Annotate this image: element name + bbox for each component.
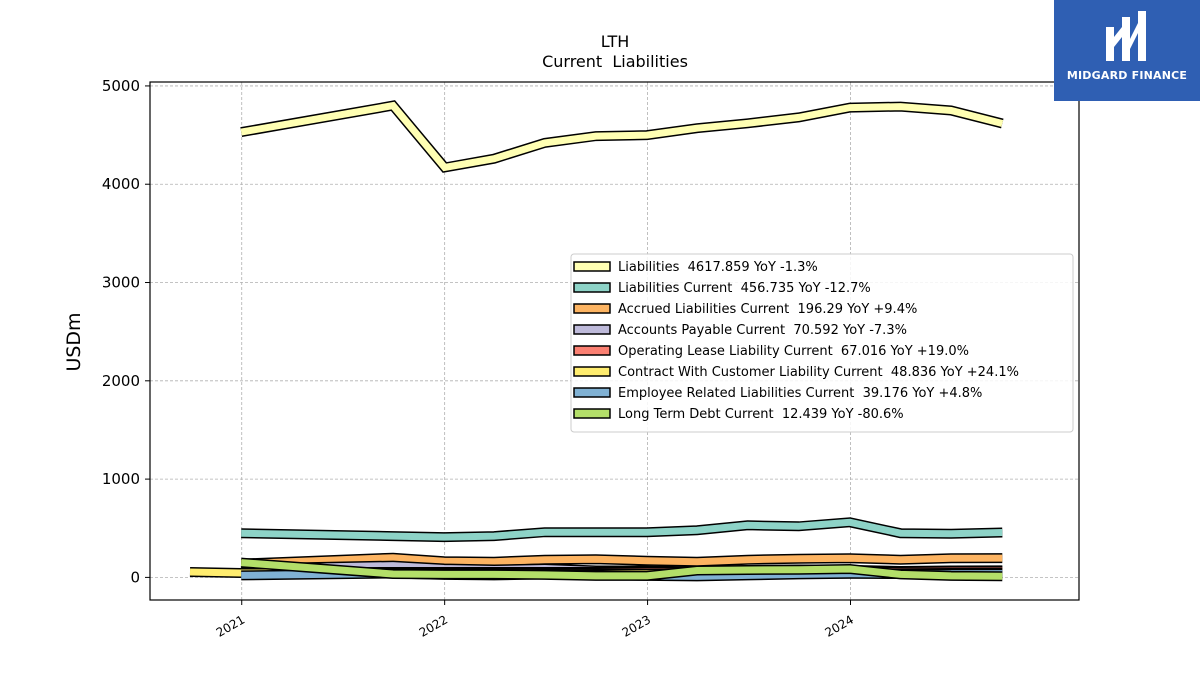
- legend-label-4: Operating Lease Liability Current 67.016…: [618, 344, 969, 359]
- y-tick-label-2: 2000: [102, 372, 140, 390]
- legend-swatch-4: [573, 345, 611, 356]
- legend-label-5: Contract With Customer Liability Current…: [618, 365, 1019, 380]
- legend-swatch-1: [573, 282, 611, 293]
- legend: Liabilities 4617.859 YoY -1.3% Liabilitie…: [570, 253, 1074, 433]
- series-line-2: [241, 554, 1003, 568]
- legend-swatch-5: [573, 366, 611, 377]
- y-tick-label-5: 5000: [102, 77, 140, 95]
- legend-box: [570, 253, 1074, 433]
- brand-logo: MIDGARD FINANCE: [1054, 0, 1200, 101]
- legend-label-3: Accounts Payable Current 70.592 YoY -7.3…: [618, 323, 907, 338]
- y-tick-label-3: 3000: [102, 274, 140, 292]
- legend-label-0: Liabilities 4617.859 YoY -1.3%: [618, 260, 818, 275]
- chart-subtitle: Current Liabilities: [542, 52, 688, 71]
- series-7: [240, 557, 1003, 582]
- y-tick-label-0: 0: [130, 568, 140, 586]
- legend-swatch-0: [573, 261, 611, 272]
- plot-frame: [149, 81, 1080, 601]
- legend-swatch-6: [573, 387, 611, 398]
- x-tick-label-3: 2024: [823, 612, 856, 639]
- x-tick-label-2: 2023: [620, 612, 653, 639]
- x-tick-label-1: 2022: [417, 612, 450, 639]
- series-line-0: [240, 101, 1004, 172]
- series-1: [241, 517, 1003, 543]
- y-tick-label-4: 4000: [102, 175, 140, 193]
- chart-title: LTH: [601, 32, 630, 51]
- series-layer: [189, 100, 1004, 582]
- series-line-7: [240, 559, 1003, 580]
- y-axis-label: USDm: [63, 312, 85, 371]
- legend-label-2: Accrued Liabilities Current 196.29 YoY +…: [618, 302, 917, 317]
- legend-label-1: Liabilities Current 456.735 YoY -12.7%: [618, 281, 871, 296]
- legend-swatch-2: [573, 303, 611, 314]
- y-tick-label-1: 1000: [102, 470, 140, 488]
- legend-swatch-3: [573, 324, 611, 335]
- legend-label-6: Employee Related Liabilities Current 39.…: [618, 386, 982, 401]
- legend-swatch-7: [573, 408, 611, 419]
- legend-label-7: Long Term Debt Current 12.439 YoY -80.6%: [618, 407, 904, 422]
- logo-text: MIDGARD FINANCE: [1066, 69, 1188, 82]
- series-line-1: [241, 518, 1003, 541]
- series-2: [241, 552, 1003, 569]
- y-axis-ticks: 0 1000 2000 3000 4000 5000: [102, 77, 150, 586]
- series-0: [240, 100, 1004, 173]
- logo-mark-icon: [1106, 11, 1146, 61]
- x-tick-label-0: 2021: [214, 612, 247, 639]
- x-axis-ticks: 2021 2022 2023 2024: [214, 600, 856, 640]
